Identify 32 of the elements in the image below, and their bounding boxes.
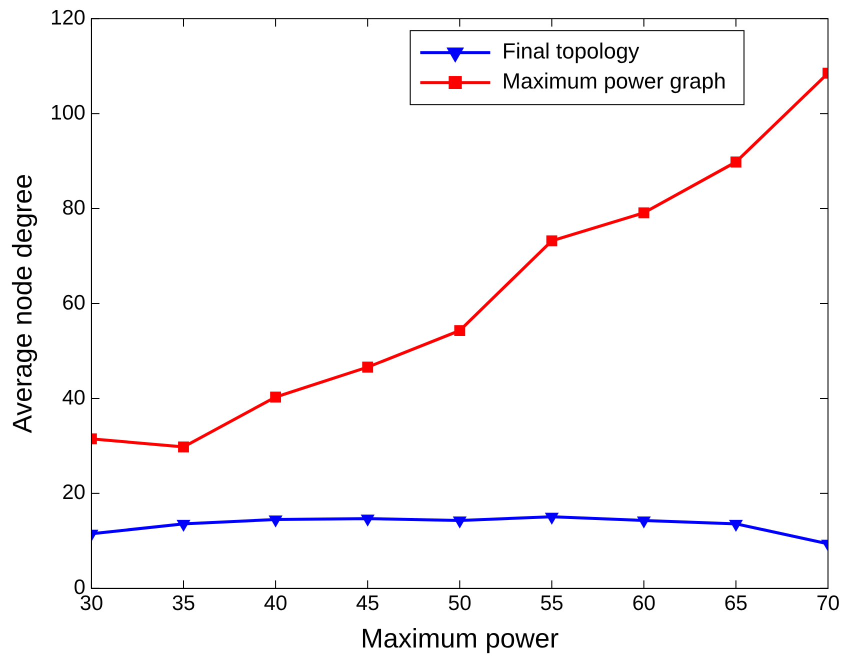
x-tick-label: 60 <box>632 592 656 615</box>
y-tick-label: 120 <box>50 6 86 30</box>
y-tick-label: 20 <box>62 481 86 504</box>
x-tick-label: 40 <box>264 592 288 615</box>
point <box>638 207 650 218</box>
point <box>361 514 374 526</box>
point <box>546 235 558 246</box>
point <box>453 516 466 528</box>
y-axis-title: Average node degree <box>8 174 38 434</box>
y-tick-label: 60 <box>62 291 86 314</box>
x-tick-label: 50 <box>448 592 472 615</box>
x-axis-title: Maximum power <box>360 623 559 654</box>
y-tick-label: 80 <box>62 196 86 220</box>
x-tick-label: 65 <box>724 592 748 615</box>
x-tick-label: 45 <box>356 592 380 615</box>
legend-label: Maximum power graph <box>502 68 726 94</box>
point <box>545 512 558 524</box>
x-tick-label: 55 <box>540 592 564 615</box>
y-tick-label: 100 <box>50 101 86 124</box>
x-tick-label: 35 <box>172 592 196 615</box>
point <box>637 516 650 528</box>
x-tick-label: 70 <box>816 592 840 615</box>
y-tick-label: 40 <box>62 386 86 410</box>
legend-label: Final topology <box>502 38 640 64</box>
point <box>270 392 282 402</box>
point <box>729 520 742 532</box>
point <box>454 325 466 336</box>
point <box>730 156 742 168</box>
point <box>176 520 190 532</box>
point <box>178 441 189 452</box>
point <box>269 516 282 528</box>
point <box>362 362 374 373</box>
